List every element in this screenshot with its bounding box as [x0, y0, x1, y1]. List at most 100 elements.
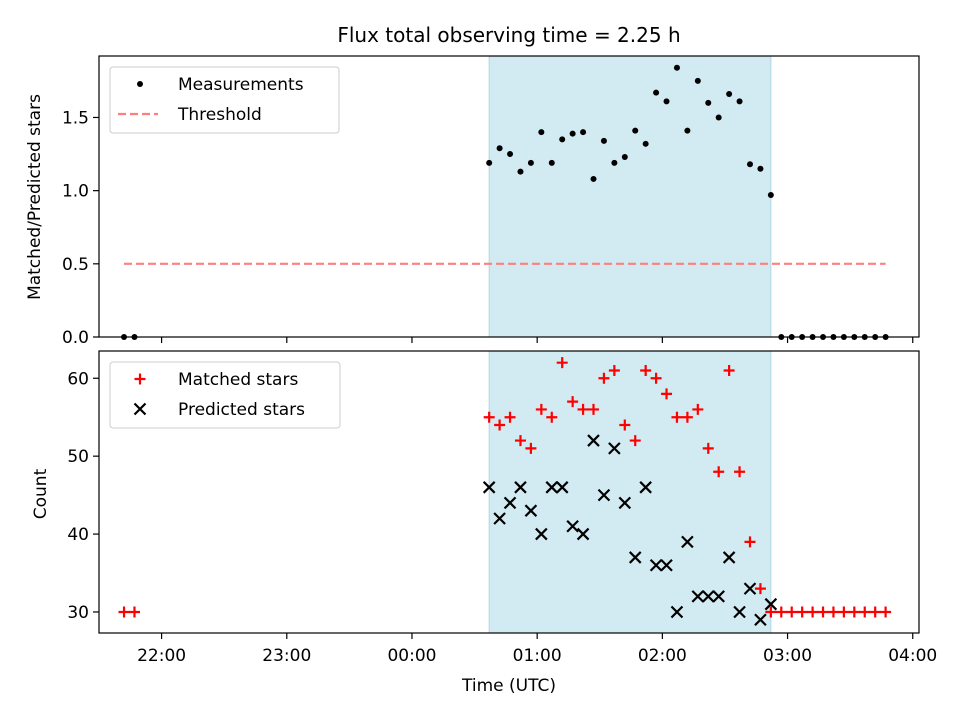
data-point-measurements — [559, 136, 566, 143]
data-point-measurements — [611, 159, 618, 166]
data-point-matched-stars — [671, 411, 683, 423]
data-point-measurements — [673, 64, 680, 71]
data-point-predicted-stars — [649, 558, 663, 572]
x-tick-label: 03:00 — [763, 646, 812, 666]
data-point-matched-stars — [525, 442, 537, 454]
data-point-measurements — [507, 151, 514, 158]
legend-swatch-matched-stars — [134, 373, 146, 385]
y-tick-label: 0.0 — [62, 328, 89, 348]
data-point-predicted-stars — [482, 481, 496, 494]
data-point-measurements — [600, 137, 607, 144]
data-point-predicted-stars — [754, 613, 767, 627]
data-point-measurements — [580, 129, 587, 136]
observing-window-span — [488, 55, 772, 338]
data-point-measurements — [642, 140, 649, 147]
data-point-predicted-stars — [608, 442, 621, 455]
data-point-predicted-stars — [535, 527, 548, 541]
data-point-predicted-stars — [597, 488, 611, 502]
data-point-matched-stars — [556, 357, 568, 369]
data-point-measurements — [726, 91, 733, 98]
data-point-predicted-stars — [743, 582, 757, 595]
y-tick-label: 50 — [67, 447, 89, 467]
data-point-matched-stars — [640, 364, 652, 376]
data-point-matched-stars — [859, 606, 871, 618]
data-point-matched-stars — [546, 411, 558, 423]
data-point-measurements — [527, 159, 534, 166]
data-point-matched-stars — [588, 403, 600, 415]
data-point-predicted-stars — [576, 527, 590, 541]
data-point-matched-stars — [514, 435, 526, 447]
bottom-y-axis-label: Count — [31, 468, 51, 519]
y-tick-label: 0.5 — [62, 255, 89, 275]
data-point-matched-stars — [681, 411, 693, 423]
data-point-measurements — [757, 165, 764, 172]
data-point-measurements — [746, 161, 753, 168]
data-point-predicted-stars — [681, 535, 694, 549]
data-point-measurements — [590, 175, 597, 182]
x-tick-label: 22:00 — [137, 646, 186, 666]
legend-label: Threshold — [177, 105, 262, 125]
data-point-matched-stars — [619, 419, 631, 431]
data-point-matched-stars — [567, 396, 579, 408]
data-point-predicted-stars — [691, 590, 705, 603]
data-point-matched-stars — [504, 411, 516, 423]
x-tick-label: 23:00 — [262, 646, 311, 666]
y-tick-label: 30 — [67, 603, 89, 623]
data-point-measurements — [517, 168, 524, 175]
data-point-matched-stars — [629, 435, 641, 447]
data-point-measurements — [548, 159, 555, 166]
data-point-matched-stars — [535, 403, 547, 415]
x-axis-label: Time (UTC) — [461, 676, 556, 696]
data-point-matched-stars — [577, 403, 589, 415]
legend-label: Matched stars — [178, 370, 298, 390]
data-point-predicted-stars — [545, 481, 559, 494]
top-y-axis-label: Matched/Predicted stars — [25, 94, 45, 300]
data-point-measurements — [538, 129, 545, 136]
data-point-matched-stars — [702, 442, 714, 454]
data-point-matched-stars — [869, 606, 881, 618]
data-point-matched-stars — [650, 372, 662, 384]
data-point-predicted-stars — [639, 481, 652, 494]
data-point-measurements — [486, 159, 493, 166]
data-point-predicted-stars — [555, 481, 569, 494]
data-point-predicted-stars — [628, 551, 642, 564]
data-point-matched-stars — [661, 388, 673, 400]
data-point-matched-stars — [827, 606, 839, 618]
data-point-measurements — [621, 153, 628, 160]
data-point-matched-stars — [723, 364, 735, 376]
data-point-predicted-stars — [660, 558, 673, 572]
data-point-predicted-stars — [733, 605, 746, 619]
data-point-predicted-stars — [566, 519, 579, 533]
axes-frame — [98, 55, 920, 338]
x-tick-label: 04:00 — [888, 646, 937, 666]
legend-frame — [109, 66, 340, 134]
data-point-predicted-stars — [712, 590, 725, 603]
data-point-measurements — [569, 130, 576, 137]
data-point-matched-stars — [128, 606, 140, 618]
data-point-predicted-stars — [618, 496, 632, 510]
data-point-measurements — [694, 77, 701, 84]
y-tick-label: 40 — [67, 525, 89, 545]
data-point-measurements — [715, 114, 722, 121]
axes-frame — [98, 350, 920, 634]
legend-label: Measurements — [178, 75, 304, 95]
x-tick-label: 01:00 — [513, 646, 562, 666]
data-point-matched-stars — [796, 606, 808, 618]
data-point-matched-stars — [817, 606, 829, 618]
data-point-predicted-stars — [722, 551, 736, 564]
data-point-matched-stars — [880, 606, 892, 618]
data-point-measurements — [632, 127, 639, 134]
data-point-matched-stars — [598, 372, 610, 384]
data-point-matched-stars — [608, 364, 620, 376]
data-point-predicted-stars — [524, 504, 538, 517]
data-point-measurements — [653, 89, 660, 96]
data-point-matched-stars — [848, 606, 860, 618]
data-point-predicted-stars — [587, 434, 600, 447]
data-point-measurements — [736, 98, 743, 105]
legend-frame — [109, 361, 341, 429]
data-point-matched-stars — [483, 411, 495, 423]
data-point-measurements — [496, 145, 503, 152]
data-point-matched-stars — [118, 606, 130, 618]
data-point-predicted-stars — [514, 481, 527, 494]
